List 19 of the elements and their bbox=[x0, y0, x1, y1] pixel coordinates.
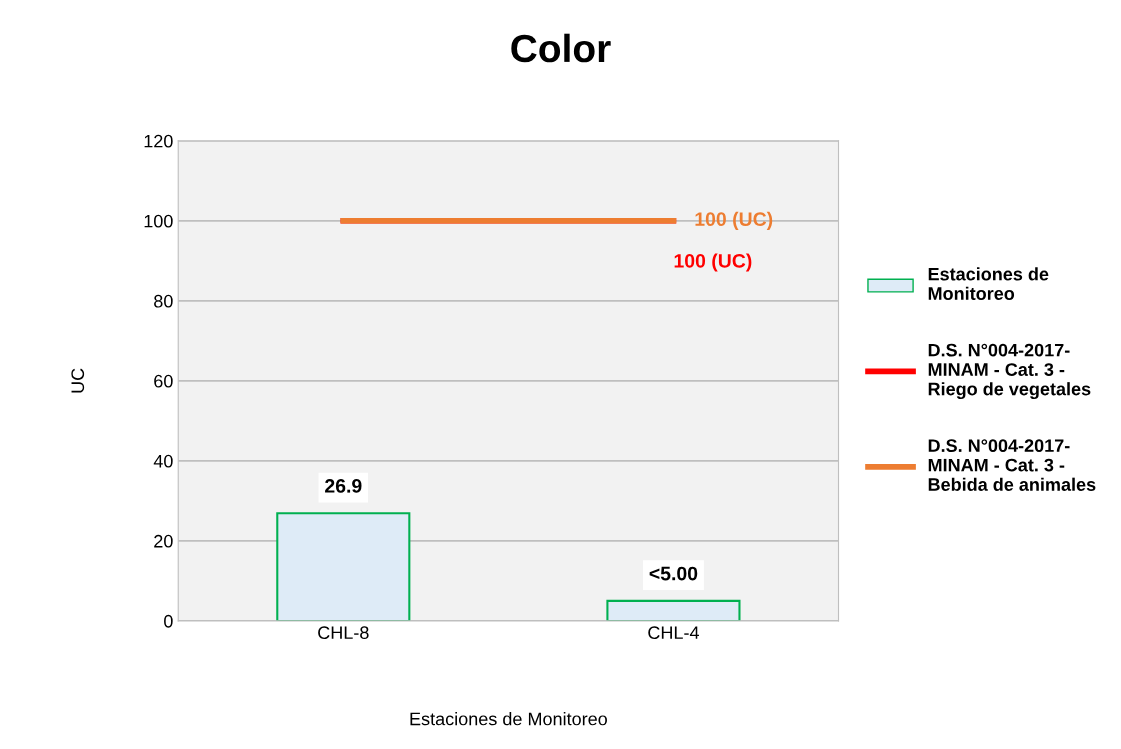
data-label: 100 (UC) bbox=[695, 211, 773, 230]
y-tick-label: 80 bbox=[154, 294, 173, 308]
y-tick-label: 40 bbox=[153, 454, 173, 468]
y-tick-label: 20 bbox=[154, 534, 173, 548]
data-label: 100 (UC) bbox=[674, 253, 752, 272]
x-axis-title: Estaciones de Monitoreo bbox=[410, 712, 607, 726]
y-tick-label: 100 bbox=[144, 214, 173, 228]
x-tick-label: CHL-4 bbox=[648, 626, 699, 640]
legend-label: D.S. N°004-2017-MINAM - Cat. 3 - Riego de vegetales bbox=[928, 343, 1091, 400]
data-label: <5.00 bbox=[649, 566, 698, 581]
legend-label: D.S. N°004-2017-MINAM - Cat. 3 - Bebida de animales bbox=[928, 439, 1096, 491]
y-tick-label: 120 bbox=[144, 134, 173, 148]
legend-label: Estaciones de Monitoreo bbox=[928, 267, 1049, 300]
y-axis-title: UC bbox=[71, 368, 85, 393]
chart-title: Color bbox=[511, 33, 611, 63]
data-label: 26.9 bbox=[325, 479, 362, 493]
x-tick-label: CHL-8 bbox=[318, 626, 369, 640]
y-tick-label: 60 bbox=[154, 374, 173, 388]
y-tick-label: 0 bbox=[164, 614, 173, 628]
